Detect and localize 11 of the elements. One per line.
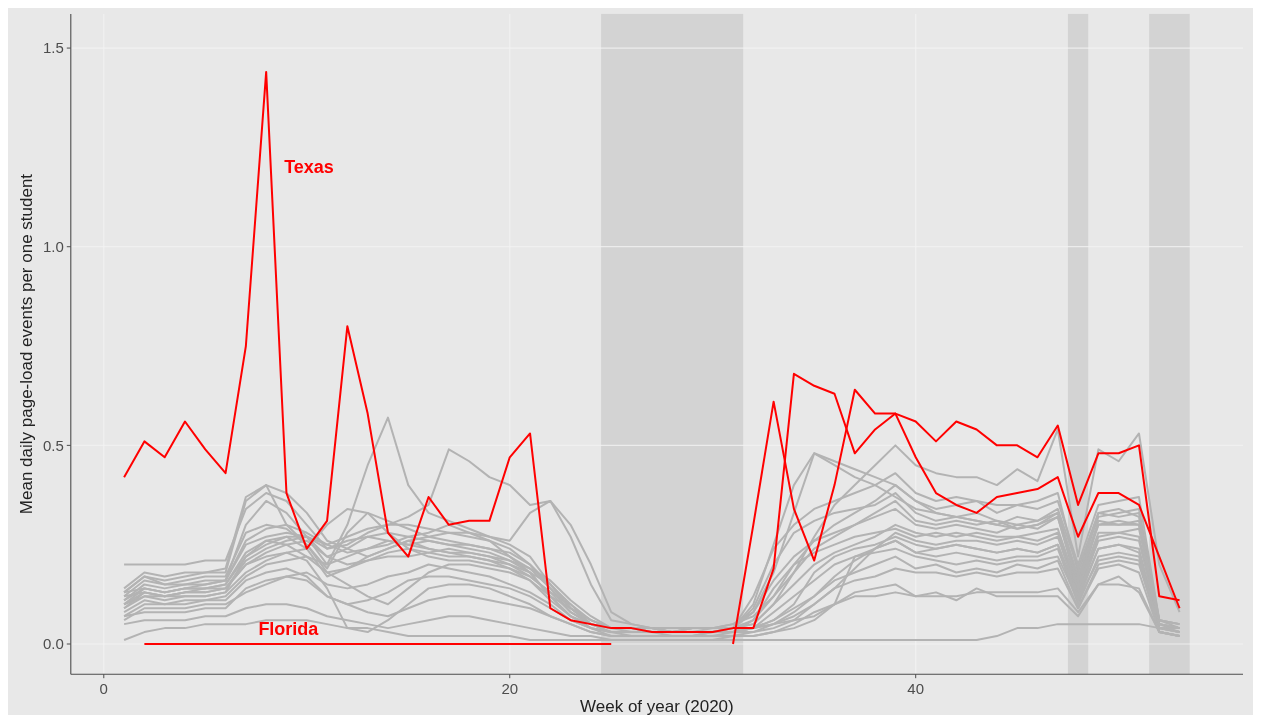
x-tick-label: 0 xyxy=(99,680,108,698)
series-label: Texas xyxy=(284,156,334,177)
y-tick-label: 1.5 xyxy=(42,39,64,57)
x-axis-title: Week of year (2020) xyxy=(580,697,734,715)
x-tick-label: 40 xyxy=(907,680,925,698)
x-tick-label: 20 xyxy=(501,680,519,698)
y-axis-title: Mean daily page-load events per one student xyxy=(17,173,36,515)
series-label: Florida xyxy=(258,619,320,640)
y-tick-label: 1.0 xyxy=(42,237,64,255)
y-tick-label: 0.5 xyxy=(42,436,64,454)
y-tick-label: 0.0 xyxy=(42,635,64,653)
